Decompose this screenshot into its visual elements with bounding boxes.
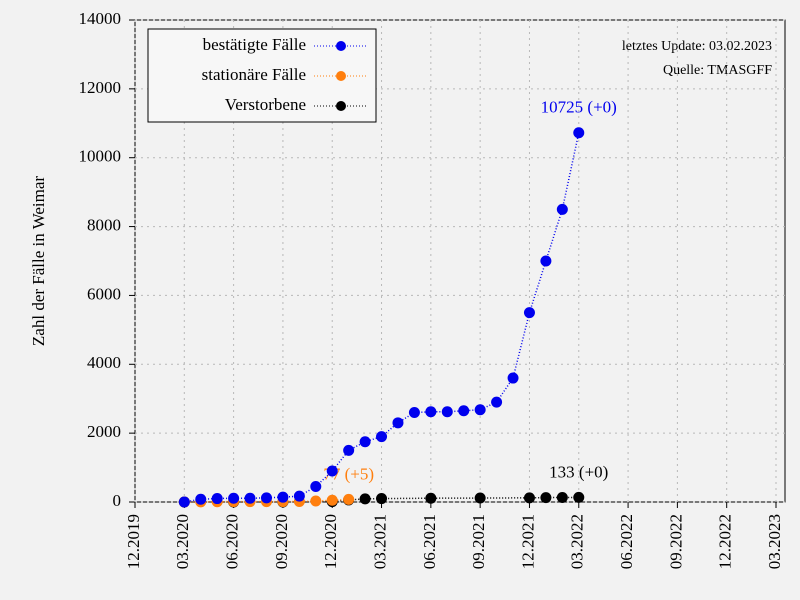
data-point <box>540 255 552 267</box>
data-point <box>343 444 355 456</box>
data-point <box>376 431 388 443</box>
y-tick-label: 4000 <box>87 353 121 372</box>
x-tick-label: 09.2021 <box>469 514 488 569</box>
x-tick-label: 12.2020 <box>321 514 340 569</box>
data-point <box>211 493 223 505</box>
data-point <box>425 406 437 418</box>
data-point <box>491 396 503 408</box>
y-tick-label: 2000 <box>87 422 121 441</box>
legend-label: stationäre Fälle <box>202 65 306 84</box>
data-point <box>244 492 256 504</box>
legend-label: bestätigte Fälle <box>203 35 306 54</box>
value-label: 133 (+0) <box>549 462 608 481</box>
value-label: 10725 (+0) <box>541 98 617 117</box>
data-point <box>556 203 568 215</box>
data-point <box>343 493 355 505</box>
data-point <box>474 404 486 416</box>
data-point <box>359 436 371 448</box>
data-point <box>359 493 371 505</box>
annotation: letztes Update: 03.02.2023 <box>622 39 772 54</box>
data-point <box>326 465 338 477</box>
y-axis-label: Zahl der Fälle in Weimar <box>29 176 48 346</box>
data-point <box>195 493 207 505</box>
data-point <box>441 406 453 418</box>
data-point <box>523 492 535 504</box>
x-tick-label: 09.2022 <box>666 514 685 569</box>
data-point <box>376 493 388 505</box>
legend-marker <box>336 101 346 111</box>
data-point <box>408 406 420 418</box>
data-point <box>260 492 272 504</box>
x-tick-label: 06.2022 <box>617 514 636 569</box>
data-point <box>310 495 322 507</box>
data-point <box>392 417 404 429</box>
data-point <box>458 405 470 417</box>
data-point <box>573 491 585 503</box>
x-tick-label: 12.2021 <box>518 514 537 569</box>
x-tick-label: 06.2020 <box>223 514 242 569</box>
x-tick-label: 03.2021 <box>370 514 389 569</box>
x-tick-label: 06.2021 <box>420 514 439 569</box>
data-point <box>425 492 437 504</box>
data-point <box>573 127 585 139</box>
x-tick-label: 03.2022 <box>568 514 587 569</box>
annotation: Quelle: TMASGFF <box>663 63 772 78</box>
y-tick-label: 0 <box>113 491 122 510</box>
y-tick-label: 14000 <box>79 9 122 28</box>
x-tick-label: 12.2022 <box>716 514 735 569</box>
y-tick-label: 8000 <box>87 215 121 234</box>
legend-marker <box>336 71 346 81</box>
data-point <box>326 494 338 506</box>
data-point <box>540 492 552 504</box>
data-point <box>556 491 568 503</box>
data-point <box>507 372 519 384</box>
y-tick-label: 10000 <box>79 147 122 166</box>
data-point <box>277 491 289 503</box>
legend-marker <box>336 41 346 51</box>
x-tick-label: 03.2020 <box>173 514 192 569</box>
legend-label: Verstorbene <box>225 95 306 114</box>
data-point <box>310 481 322 493</box>
data-point <box>523 307 535 319</box>
x-tick-label: 09.2020 <box>272 514 291 569</box>
x-tick-label: 12.2019 <box>124 514 143 569</box>
data-point <box>178 496 190 508</box>
y-tick-label: 6000 <box>87 284 121 303</box>
data-point <box>293 490 305 502</box>
x-tick-label: 03.2023 <box>765 514 784 569</box>
y-tick-label: 12000 <box>79 78 122 97</box>
data-point <box>474 492 486 504</box>
data-point <box>228 492 240 504</box>
